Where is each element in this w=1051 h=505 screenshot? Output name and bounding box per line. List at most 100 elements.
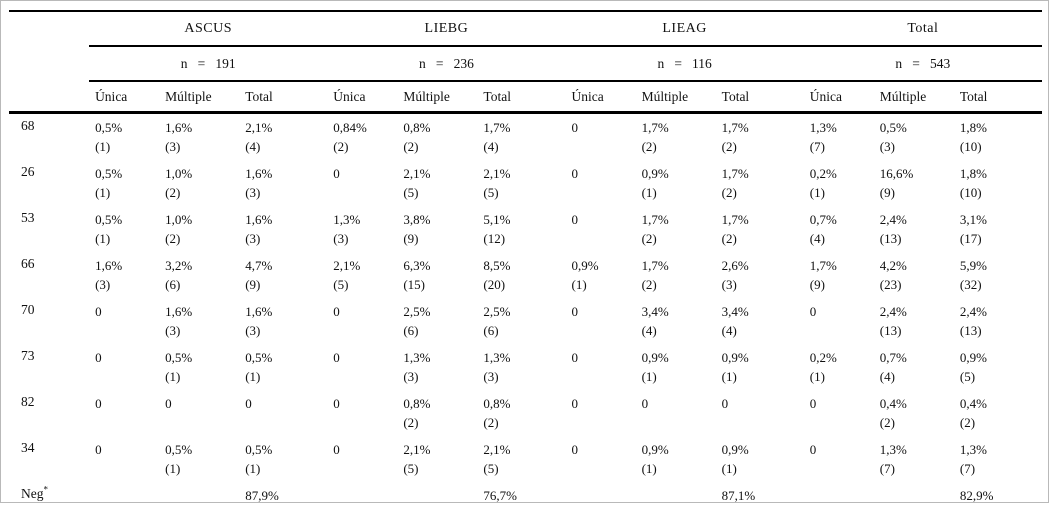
- percent-value: 0: [333, 304, 340, 319]
- count-value: (6): [165, 277, 181, 292]
- subheader-multiple: Múltiple: [873, 81, 954, 114]
- percent-value: 0,5%: [95, 212, 123, 227]
- percent-value: 87,1%: [721, 488, 756, 503]
- count-value: (17): [959, 231, 982, 246]
- data-cell: 6,3% (15): [397, 252, 477, 298]
- percent-value: 0,7%: [809, 212, 837, 227]
- percent-value: 5,1%: [483, 212, 511, 227]
- data-cell: 0,9% (1): [716, 436, 804, 482]
- count-value: (4): [641, 323, 657, 338]
- n-value-ascus: n = 191: [89, 46, 328, 82]
- count-value: (2): [165, 185, 181, 200]
- percent-value: 2,5%: [483, 304, 511, 319]
- n-row: n = 191 n = 236 n = 116 n = 543: [9, 46, 1042, 82]
- count-value: (10): [959, 139, 982, 154]
- percent-value: 1,3%: [879, 442, 907, 457]
- data-cell: 2,1% (5): [397, 436, 477, 482]
- data-cell: 82,9%(450): [954, 482, 1042, 505]
- data-cell: 0: [327, 390, 397, 436]
- percent-value: 0,8%: [403, 396, 431, 411]
- data-cell: 0: [159, 390, 239, 436]
- percent-value: 0,5%: [165, 350, 193, 365]
- hpv-types-table: ASCUS LIEBG LIEAG Total n = 191 n = 236 …: [9, 10, 1042, 505]
- percent-value: 87,9%: [245, 488, 279, 503]
- count-value: (5): [333, 277, 349, 292]
- data-cell: [566, 482, 636, 505]
- percent-value: 0,5%: [245, 350, 273, 365]
- percent-value: 0,2%: [809, 166, 837, 181]
- data-cell: 87,1%(101): [716, 482, 804, 505]
- percent-value: 0: [333, 442, 340, 457]
- percent-value: 0,4%: [879, 396, 907, 411]
- percent-value: 2,5%: [403, 304, 431, 319]
- percent-value: 0: [165, 396, 172, 411]
- subheader-total: Total: [715, 81, 804, 114]
- table-row: 66 1,6% (3) 3,2% (6) 4,7% (9) 2,1% (5) 6,3% (15) 8,…: [9, 252, 1042, 298]
- count-value: (5): [959, 369, 976, 384]
- percent-value: 0,2%: [809, 350, 837, 365]
- percent-value: 0,5%: [95, 166, 123, 181]
- percent-value: 0: [333, 350, 340, 365]
- subheader-total: Total: [953, 81, 1042, 114]
- data-cell: 0: [327, 298, 397, 344]
- count-value: (9): [809, 277, 825, 292]
- count-value: (3): [245, 231, 261, 246]
- data-cell: 0: [804, 436, 874, 482]
- percent-value: 1,7%: [483, 120, 511, 135]
- data-cell: 1,6% (3): [89, 252, 159, 298]
- percent-value: 0,8%: [483, 396, 511, 411]
- percent-value: 1,0%: [165, 166, 193, 181]
- count-value: (1): [571, 277, 587, 292]
- data-cell: 0,5% (3): [874, 113, 954, 161]
- percent-value: 5,9%: [959, 258, 987, 273]
- data-cell: [804, 482, 874, 505]
- data-cell: 3,1% (17): [954, 206, 1042, 252]
- percent-value: 0,9%: [641, 350, 669, 365]
- data-cell: [159, 482, 239, 505]
- subheader-unica: Única: [803, 81, 874, 114]
- percent-value: 3,4%: [641, 304, 669, 319]
- percent-value: 2,1%: [483, 442, 511, 457]
- percent-value: 0: [641, 396, 649, 411]
- percent-value: 0: [571, 442, 579, 457]
- subheader-row: Única Múltiple Total Única Múltiple Tota…: [9, 81, 1042, 114]
- data-cell: 0,2% (1): [804, 160, 874, 206]
- percent-value: 3,1%: [959, 212, 987, 227]
- data-cell: 0,9% (1): [636, 344, 716, 390]
- count-value: (1): [95, 139, 111, 154]
- data-cell: 1,8% (10): [954, 160, 1042, 206]
- count-value: (2): [721, 231, 737, 246]
- row-label: Neg*: [21, 484, 48, 501]
- data-cell: 0,5% (1): [239, 436, 327, 482]
- count-value: (1): [245, 461, 261, 476]
- data-cell: 1,3% (7): [874, 436, 954, 482]
- data-cell: 0: [804, 390, 874, 436]
- data-cell: 1,3% (3): [327, 206, 397, 252]
- percent-value: 1,7%: [641, 120, 669, 135]
- count-value: (15): [403, 277, 426, 292]
- data-cell: 0,8% (2): [397, 390, 477, 436]
- data-cell: 1,7% (2): [636, 206, 716, 252]
- data-cell: 1,7% (4): [477, 113, 565, 161]
- subheader-total: Total: [477, 81, 566, 114]
- group-header-lieag: LIEAG: [565, 11, 804, 47]
- percent-value: 1,7%: [721, 120, 749, 135]
- count-value: (1): [165, 369, 181, 384]
- percent-value: 0: [571, 212, 579, 227]
- percent-value: 0,5%: [879, 120, 907, 135]
- n-value-liebg: n = 236: [327, 46, 566, 82]
- data-cell: 0,84% (2): [327, 113, 397, 161]
- percent-value: 0: [333, 396, 340, 411]
- data-cell: 0,4% (2): [954, 390, 1042, 436]
- subheader-multiple: Múltiple: [397, 81, 478, 114]
- count-value: (13): [879, 231, 902, 246]
- count-value: (2): [641, 231, 657, 246]
- corner-cell: [9, 46, 89, 81]
- percent-value: 0,5%: [165, 442, 193, 457]
- data-cell: 2,4% (13): [954, 298, 1042, 344]
- percent-value: 1,6%: [95, 258, 123, 273]
- count-value: (2): [403, 139, 419, 154]
- percent-value: 1,6%: [165, 304, 193, 319]
- group-header-ascus: ASCUS: [89, 11, 328, 47]
